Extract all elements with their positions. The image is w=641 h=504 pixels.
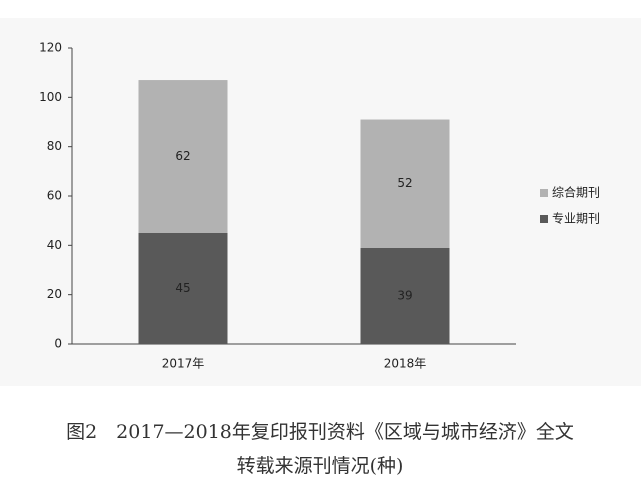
y-tick-label: 60: [47, 189, 62, 203]
bar-segment: [138, 80, 228, 233]
value-label: 39: [397, 288, 412, 302]
value-label: 62: [175, 149, 190, 163]
value-label: 52: [397, 176, 412, 190]
bar-segment: [360, 119, 450, 248]
y-tick-label: 80: [47, 139, 62, 153]
y-tick-label: 0: [54, 337, 62, 351]
caption-line: 转载来源刊情况(种): [237, 455, 404, 477]
caption-line: 图2 2017—2018年复印报刊资料《区域与城市经济》全文: [66, 421, 574, 443]
x-tick-label: 2018年: [384, 357, 427, 371]
x-tick-label: 2017年: [162, 357, 205, 371]
y-tick-label: 20: [47, 287, 62, 301]
value-label: 45: [175, 281, 190, 295]
bar-segment: [138, 233, 228, 344]
legend-label: 综合期刊: [552, 185, 600, 200]
legend-swatch: [540, 215, 548, 223]
legend-label: 专业期刊: [552, 211, 600, 226]
legend-swatch: [540, 189, 548, 197]
y-tick-label: 120: [39, 41, 62, 55]
chart-background: [0, 18, 641, 386]
bar-segment: [360, 247, 450, 344]
y-tick-label: 100: [39, 90, 62, 104]
y-tick-label: 40: [47, 238, 62, 252]
